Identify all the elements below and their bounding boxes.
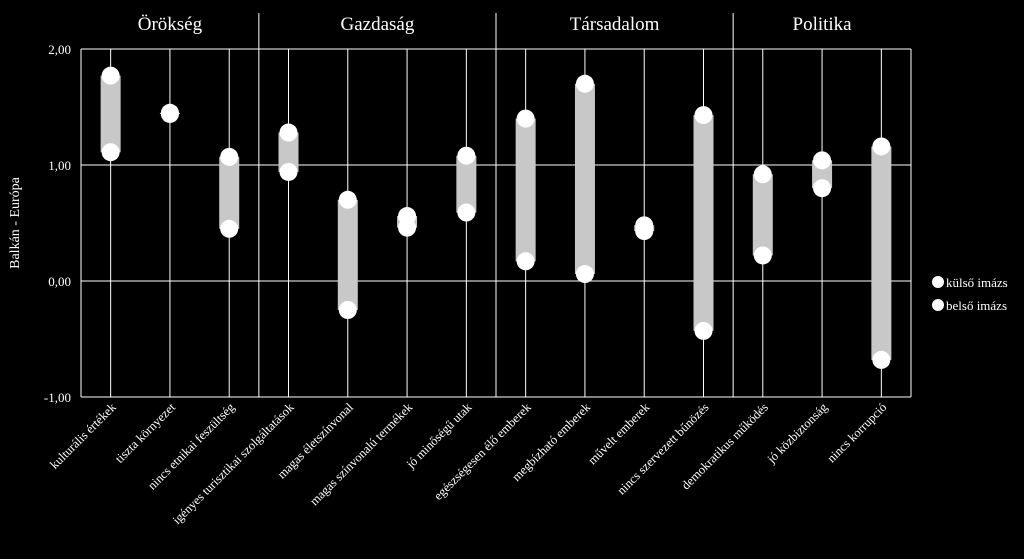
marker-kulso — [694, 106, 713, 125]
marker-kulso — [101, 66, 120, 85]
legend-marker-belso — [932, 299, 944, 311]
y-tick-label: 1,00 — [48, 158, 71, 173]
group-label: Gazdaság — [340, 14, 414, 35]
marker-belso — [872, 350, 891, 369]
group-label: Társadalom — [570, 14, 660, 35]
legend: külső imázs belső imázs — [932, 275, 1008, 313]
y-axis-label: Balkán - Európa — [8, 176, 23, 269]
marker-kulso — [516, 109, 535, 128]
group-label: Örökség — [138, 14, 203, 35]
range-bar — [278, 132, 299, 172]
y-tick-label: 0,00 — [48, 274, 71, 289]
marker-belso — [516, 252, 535, 271]
marker-kulso — [813, 151, 832, 170]
marker-kulso — [220, 147, 239, 166]
group-label: Politika — [793, 14, 853, 35]
marker-kulso — [635, 216, 654, 235]
marker-belso — [813, 179, 832, 198]
markers — [101, 66, 891, 369]
range-bar — [456, 155, 477, 213]
range-bar — [574, 83, 595, 275]
y-tick-label: 2,00 — [48, 42, 71, 57]
range-bars — [100, 75, 892, 360]
marker-belso — [694, 321, 713, 340]
y-tick-label: -1,00 — [44, 390, 71, 405]
marker-belso — [753, 246, 772, 265]
range-bar — [337, 199, 358, 310]
marker-belso — [220, 219, 239, 238]
marker-belso — [279, 162, 298, 181]
marker-kulso — [753, 165, 772, 184]
marker-kulso — [279, 123, 298, 142]
range-bar — [100, 75, 121, 153]
range-bar — [693, 115, 714, 331]
marker-belso — [575, 265, 594, 284]
range-bar — [219, 156, 240, 229]
marker-belso — [101, 143, 120, 162]
range-bar — [871, 146, 892, 360]
legend-label-kulso: külső imázs — [946, 275, 1008, 290]
marker-kulso — [872, 137, 891, 156]
marker-kulso — [160, 103, 179, 122]
marker-belso — [457, 203, 476, 222]
range-bar — [752, 174, 773, 256]
legend-marker-kulso — [932, 276, 944, 288]
range-bar — [515, 118, 536, 262]
marker-kulso — [457, 146, 476, 165]
marker-belso — [338, 301, 357, 319]
marker-kulso — [338, 190, 357, 209]
legend-label-belso: belső imázs — [946, 298, 1007, 313]
marker-kulso — [575, 74, 594, 93]
marker-kulso — [398, 207, 417, 226]
